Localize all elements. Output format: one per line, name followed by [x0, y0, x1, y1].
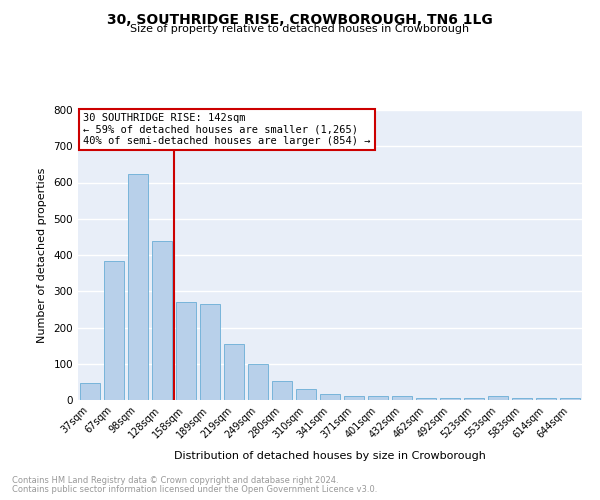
Text: Contains HM Land Registry data © Crown copyright and database right 2024.: Contains HM Land Registry data © Crown c…	[12, 476, 338, 485]
Text: 30 SOUTHRIDGE RISE: 142sqm
← 59% of detached houses are smaller (1,265)
40% of s: 30 SOUTHRIDGE RISE: 142sqm ← 59% of deta…	[83, 113, 371, 146]
Bar	[560, 398, 580, 400]
Text: Size of property relative to detached houses in Crowborough: Size of property relative to detached ho…	[130, 24, 470, 34]
Bar	[344, 396, 364, 400]
Bar	[224, 344, 244, 400]
Bar	[464, 398, 484, 400]
Bar	[176, 302, 196, 400]
X-axis label: Distribution of detached houses by size in Crowborough: Distribution of detached houses by size …	[174, 451, 486, 461]
Bar	[128, 174, 148, 400]
Bar	[416, 398, 436, 400]
Bar	[152, 240, 172, 400]
Bar	[104, 261, 124, 400]
Y-axis label: Number of detached properties: Number of detached properties	[37, 168, 47, 342]
Bar	[368, 396, 388, 400]
Bar	[512, 398, 532, 400]
Bar	[80, 383, 100, 400]
Text: Contains public sector information licensed under the Open Government Licence v3: Contains public sector information licen…	[12, 485, 377, 494]
Bar	[536, 398, 556, 400]
Bar	[296, 389, 316, 400]
Bar	[440, 398, 460, 400]
Text: 30, SOUTHRIDGE RISE, CROWBOROUGH, TN6 1LG: 30, SOUTHRIDGE RISE, CROWBOROUGH, TN6 1L…	[107, 12, 493, 26]
Bar	[488, 396, 508, 400]
Bar	[392, 396, 412, 400]
Bar	[272, 381, 292, 400]
Bar	[320, 394, 340, 400]
Bar	[248, 364, 268, 400]
Bar	[200, 304, 220, 400]
